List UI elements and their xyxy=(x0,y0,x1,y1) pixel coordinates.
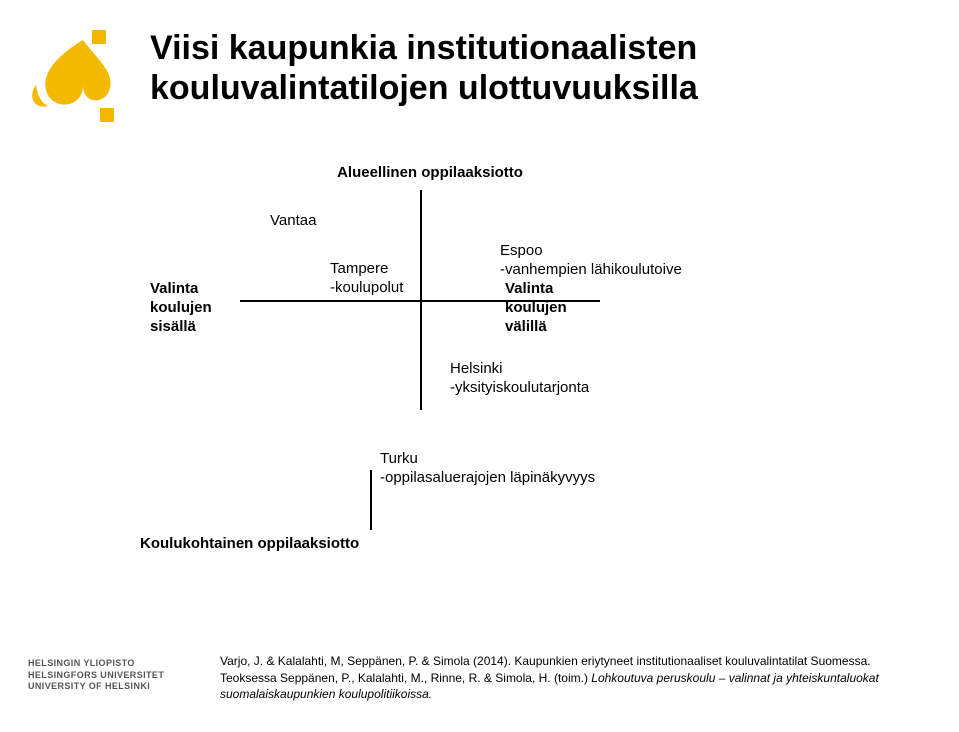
city-tampere: Tampere -koulupolut xyxy=(330,260,403,298)
page-title: Viisi kaupunkia institutionaalisten koul… xyxy=(150,28,698,108)
flame-logo xyxy=(28,30,138,145)
city-helsinki: Helsinki -yksityiskoulutarjonta xyxy=(450,360,589,398)
axis-left-label: Valinta koulujen sisällä xyxy=(150,280,240,336)
axis-vertical xyxy=(420,190,422,410)
title-line2: kouluvalintatilojen ulottuvuuksilla xyxy=(150,68,698,108)
title-line1: Viisi kaupunkia institutionaalisten xyxy=(150,28,698,68)
axis-bottom-label: Koulukohtainen oppilaaksiotto xyxy=(140,535,400,554)
city-turku: Turku -oppilasaluerajojen läpinäkyvyys xyxy=(380,450,595,488)
citation-text: Varjo, J. & Kalalahti, M, Seppänen, P. &… xyxy=(220,653,899,702)
city-espoo: Espoo -vanhempien lähikoulutoive xyxy=(500,242,682,280)
quadrant-diagram: Alueellinen oppilaaksiotto Valinta koulu… xyxy=(180,160,780,520)
university-logo-text: HELSINGIN YLIOPISTO HELSINGFORS UNIVERSI… xyxy=(28,658,164,692)
axis-right-label: Valinta koulujen välillä xyxy=(505,280,595,336)
city-vantaa: Vantaa xyxy=(270,212,316,231)
axis-stem xyxy=(370,470,372,530)
axis-top-label: Alueellinen oppilaaksiotto xyxy=(300,164,560,183)
